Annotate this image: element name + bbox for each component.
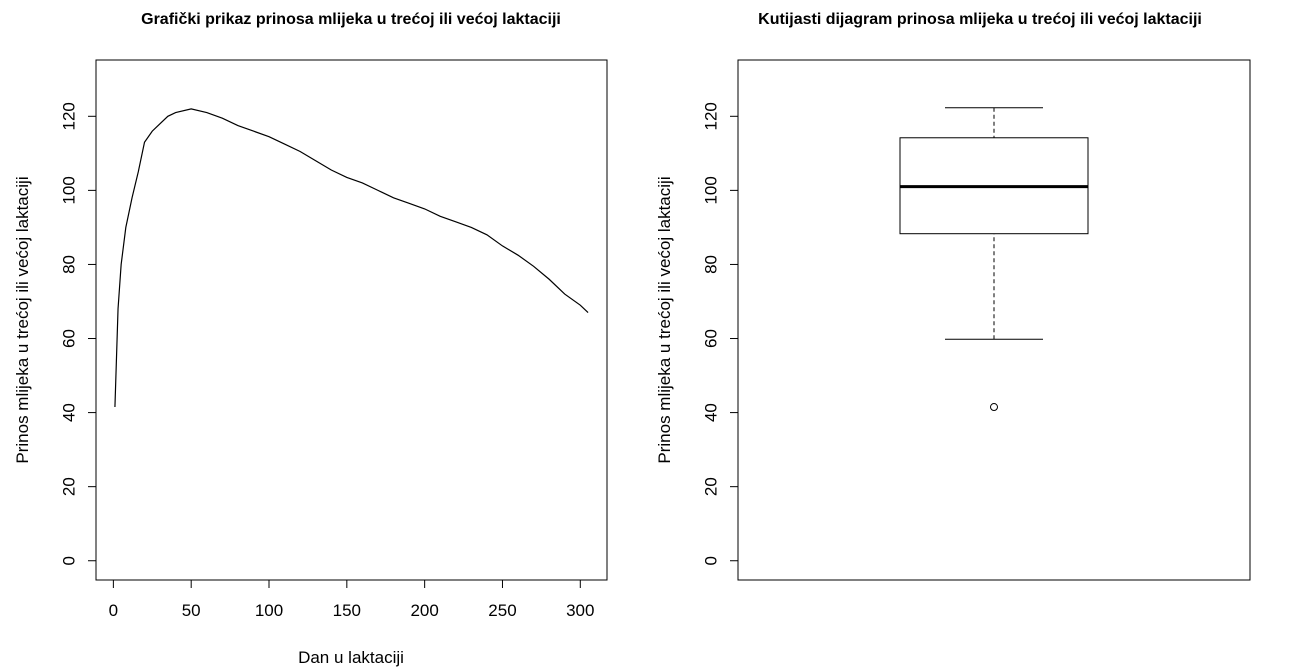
y-tick-label: 20 [59,477,78,496]
y-tick-label: 20 [701,477,720,496]
y-tick-label: 40 [701,403,720,422]
data-line [114,108,589,408]
y-tick-label: 120 [701,102,720,130]
plot-frame [95,59,608,581]
y-axis-label: Prinos mlijeka u trećoj ili većoj laktac… [655,176,674,463]
y-tick-label: 100 [701,176,720,204]
x-tick-label: 150 [333,601,361,620]
y-tick-label: 0 [701,556,720,565]
x-tick-label: 0 [109,601,118,620]
x-tick-label: 100 [255,601,283,620]
y-tick-label: 100 [59,176,78,204]
chart-title: Grafički prikaz prinosa mlijeka u trećoj… [141,11,561,28]
y-tick-label: 80 [701,255,720,274]
y-tick-label: 120 [59,102,78,130]
outlier [990,403,998,412]
y-tick-label: 0 [59,556,78,565]
x-axis-label: Dan u laktaciji [298,648,404,667]
y-tick-label: 60 [59,329,78,348]
x-tick-label: 200 [410,601,438,620]
x-tick-label: 250 [488,601,516,620]
x-tick-label: 300 [566,601,594,620]
chart-title: Kutijasti dijagram prinosa mlijeka u tre… [758,11,1202,28]
plot-frame [737,59,1251,581]
y-tick-label: 60 [701,329,720,348]
x-tick-label: 50 [182,601,201,620]
y-tick-label: 80 [59,255,78,274]
y-tick-label: 40 [59,403,78,422]
y-axis-label: Prinos mlijeka u trećoj ili većoj laktac… [13,176,32,463]
